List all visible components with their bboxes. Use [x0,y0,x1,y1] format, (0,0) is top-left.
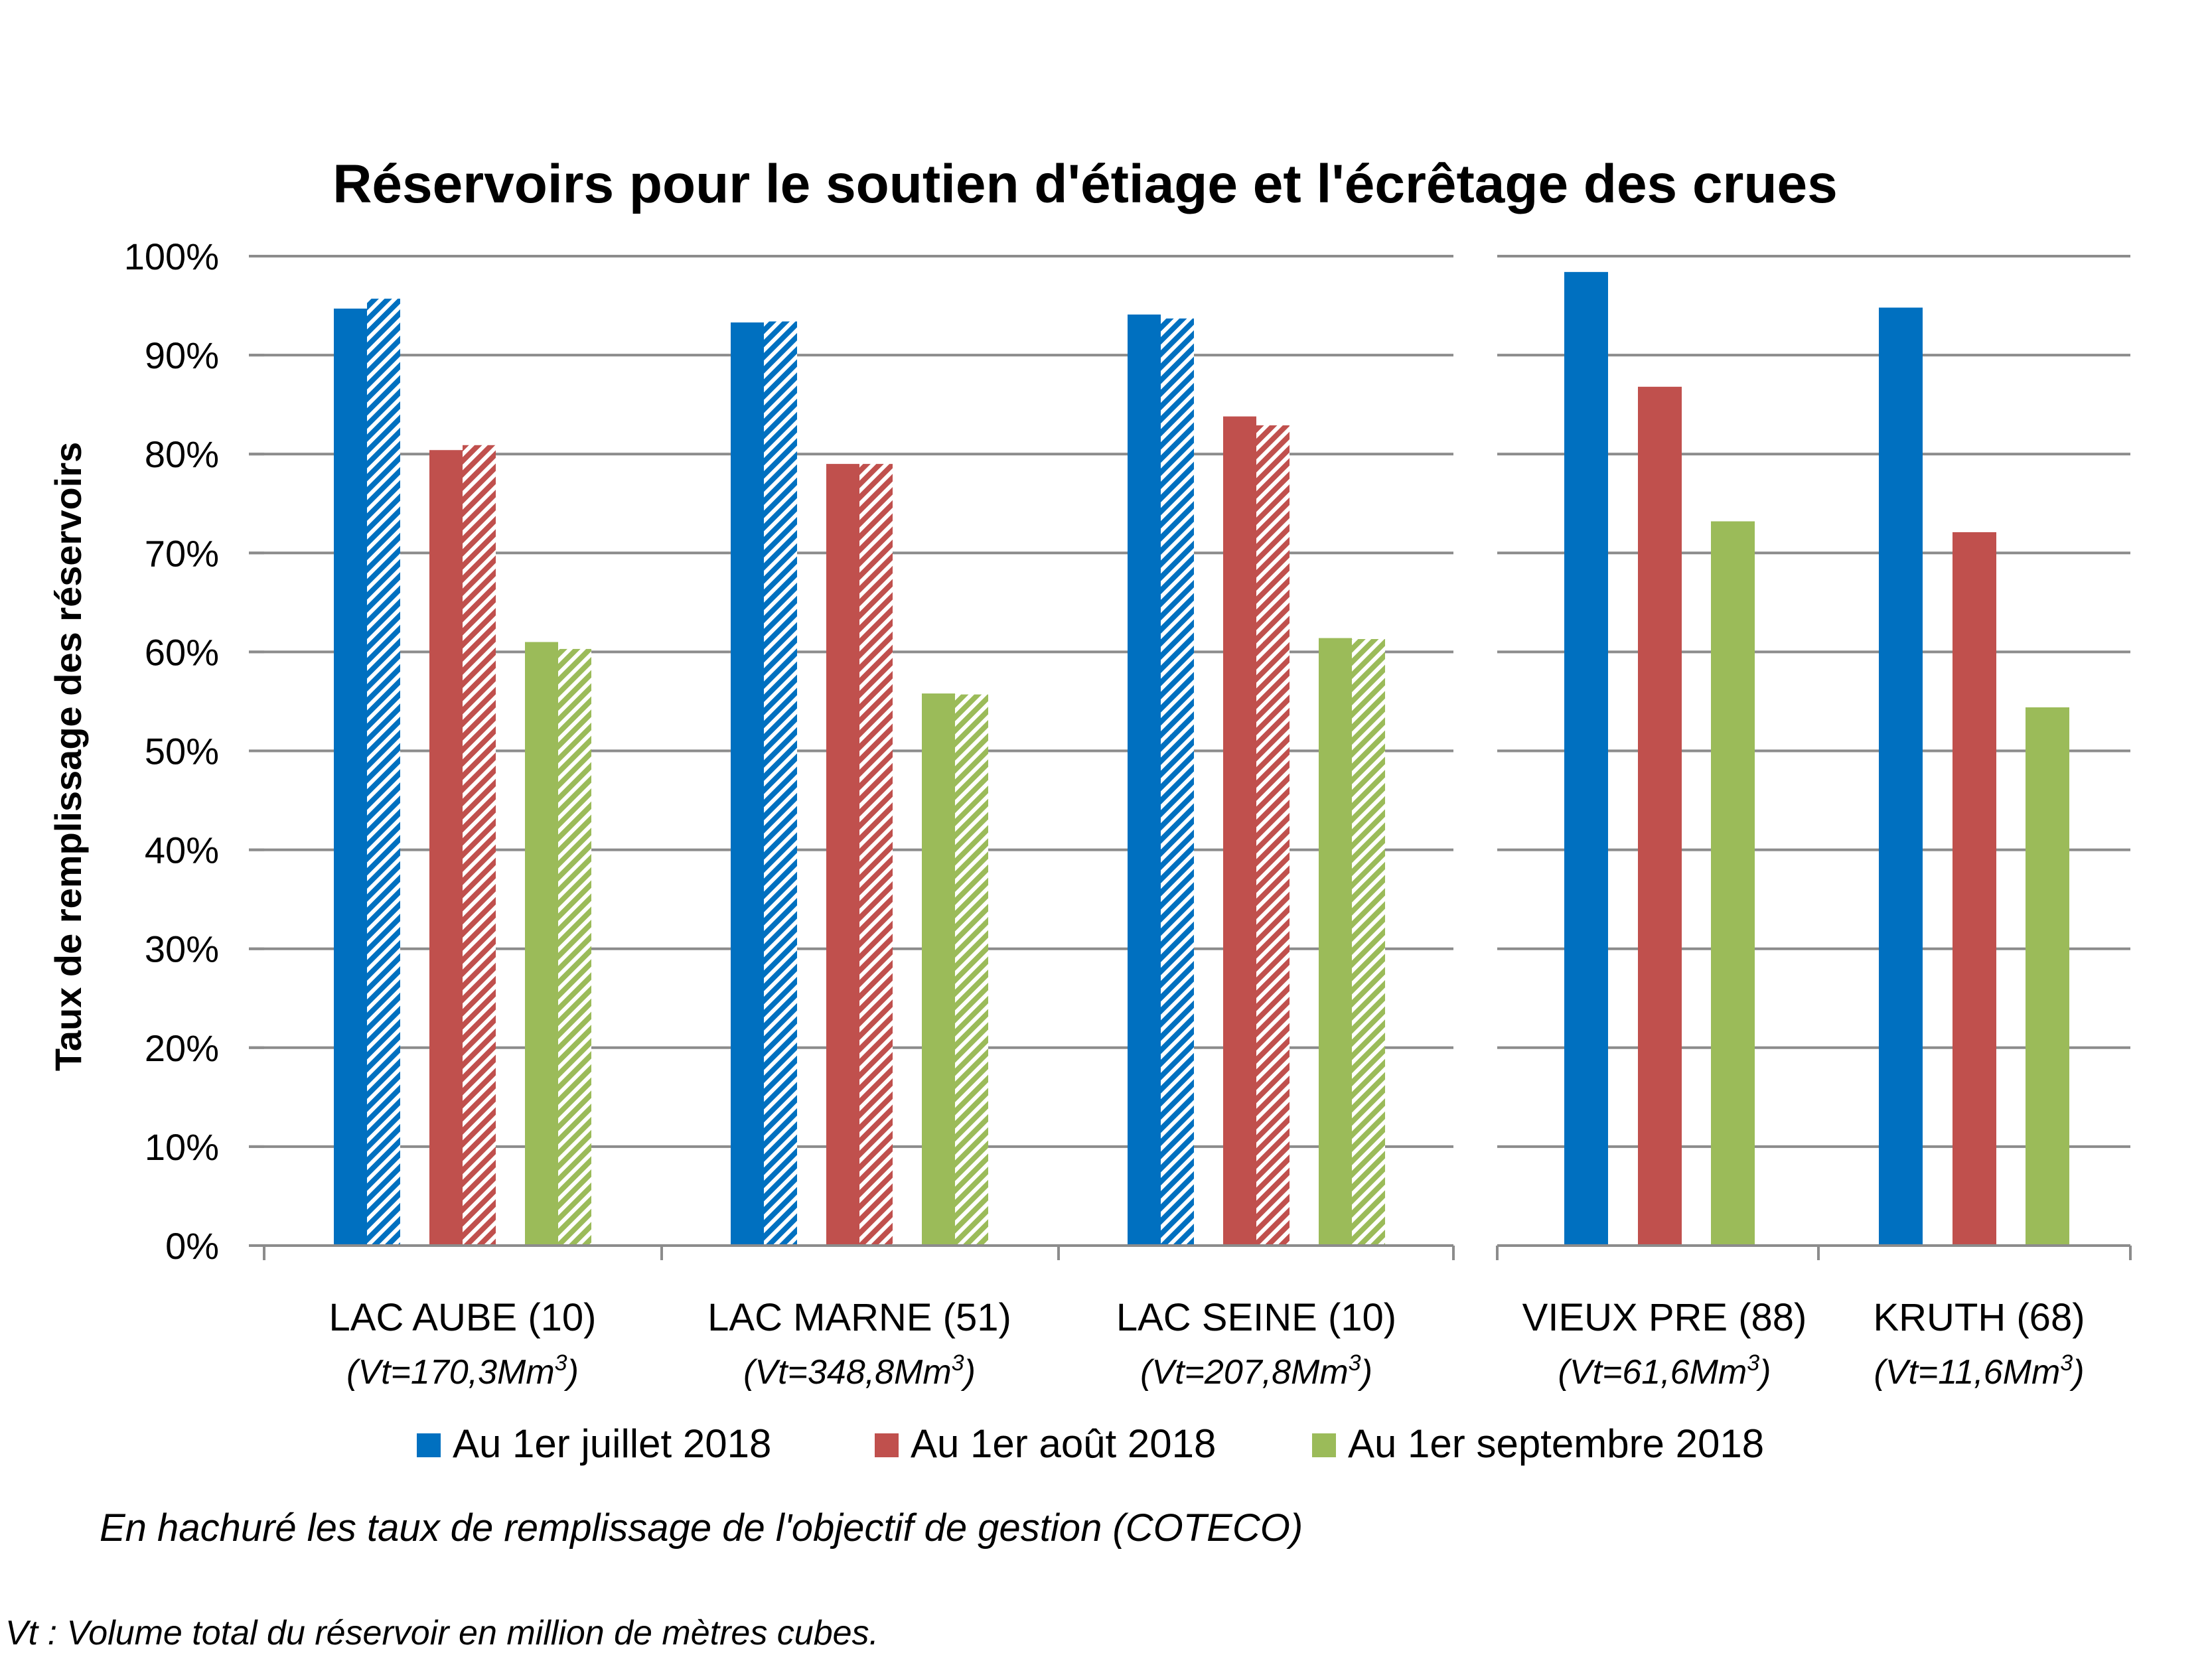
objective-bar-lac-aube-10--series-2 [558,648,591,1246]
objective-bar-lac-aube-10--series-1 [463,445,496,1246]
category-label: LAC AUBE (10) [329,1296,597,1339]
legend: Au 1er juillet 2018 Au 1er août 2018 Au 1e… [417,1421,1764,1466]
bar-vieux-pre-88--series-2 [1711,521,1755,1246]
bar-lac-aube-10--series-1 [429,450,463,1246]
legend-item: Au 1er septembre 2018 [1312,1421,1764,1466]
bar-kruth-68--series-1 [1953,532,1996,1246]
y-tick-label: 90% [145,334,219,376]
bar-lac-marne-51--series-1 [826,464,859,1246]
objective-bar-lac-seine-10--series-0 [1161,318,1194,1246]
category-volume: (Vt=348,8Mm3) [743,1350,976,1392]
bar-lac-seine-10--series-1 [1223,416,1256,1246]
category-volume: (Vt=207,8Mm3) [1140,1350,1372,1392]
category-labels: LAC AUBE (10) (Vt=170,3Mm3) LAC MARNE (51)… [329,1296,2085,1392]
y-tick-label: 50% [145,731,219,772]
objective-bar-lac-seine-10--series-2 [1352,639,1385,1246]
legend-item: Au 1er août 2018 [875,1421,1216,1466]
objective-bar-lac-seine-10--series-1 [1256,425,1290,1246]
category-label: LAC MARNE (51) [707,1296,1011,1339]
y-tick-label: 30% [145,928,219,970]
bar-lac-marne-51--series-0 [731,322,764,1246]
legend-swatch [417,1433,441,1457]
category-volume: (Vt=61,6Mm3) [1558,1350,1771,1392]
bar-kruth-68--series-0 [1879,307,1923,1246]
category-label: VIEUX PRE (88) [1522,1296,1807,1339]
bar-lac-aube-10--series-0 [334,309,367,1246]
objective-bar-lac-marne-51--series-1 [859,464,893,1246]
y-tick-labels: 0% 10% 20% 30% 40% 50% 60% 70% 80% 90% 100% [124,236,264,1267]
bar-vieux-pre-88--series-1 [1638,386,1682,1246]
legend-swatch [875,1433,899,1457]
y-tick-label: 70% [145,532,219,574]
volume-footnote: Vt : Volume total du réservoir en millio… [5,1614,879,1652]
legend-label: Au 1er août 2018 [911,1421,1216,1466]
legend-item: Au 1er juillet 2018 [417,1421,771,1466]
bar-vieux-pre-88--series-0 [1564,271,1608,1246]
bar-lac-seine-10--series-0 [1128,314,1161,1246]
category-volume: (Vt=170,3Mm3) [346,1350,579,1392]
objective-bar-lac-marne-51--series-0 [764,321,797,1246]
x-axes [263,1244,2132,1260]
legend-label: Au 1er juillet 2018 [453,1421,771,1466]
y-tick-label: 10% [145,1126,219,1168]
objective-bar-lac-aube-10--series-0 [367,299,400,1246]
y-tick-label: 0% [165,1225,219,1267]
category-label: LAC SEINE (10) [1116,1296,1396,1339]
y-axis-label: Taux de remplissage des réservoirs [47,442,89,1071]
bars [334,271,2069,1246]
hatch-note: En hachuré les taux de remplissage de l'… [100,1506,1303,1550]
y-tick-label: 100% [124,236,219,277]
legend-swatch [1312,1433,1336,1457]
bar-lac-marne-51--series-2 [922,693,955,1246]
bar-kruth-68--series-2 [2026,707,2069,1246]
category-volume: (Vt=11,6Mm3) [1874,1350,2084,1392]
legend-label: Au 1er septembre 2018 [1348,1421,1764,1466]
objective-bar-lac-marne-51--series-2 [955,694,988,1246]
y-tick-label: 40% [145,830,219,871]
chart-title: Réservoirs pour le soutien d'étiage et l… [332,154,1838,214]
category-label: KRUTH (68) [1873,1296,2085,1339]
y-tick-label: 20% [145,1027,219,1069]
bar-lac-seine-10--series-2 [1319,638,1352,1246]
y-tick-label: 80% [145,433,219,475]
y-tick-label: 60% [145,631,219,673]
bar-lac-aube-10--series-2 [525,642,558,1246]
